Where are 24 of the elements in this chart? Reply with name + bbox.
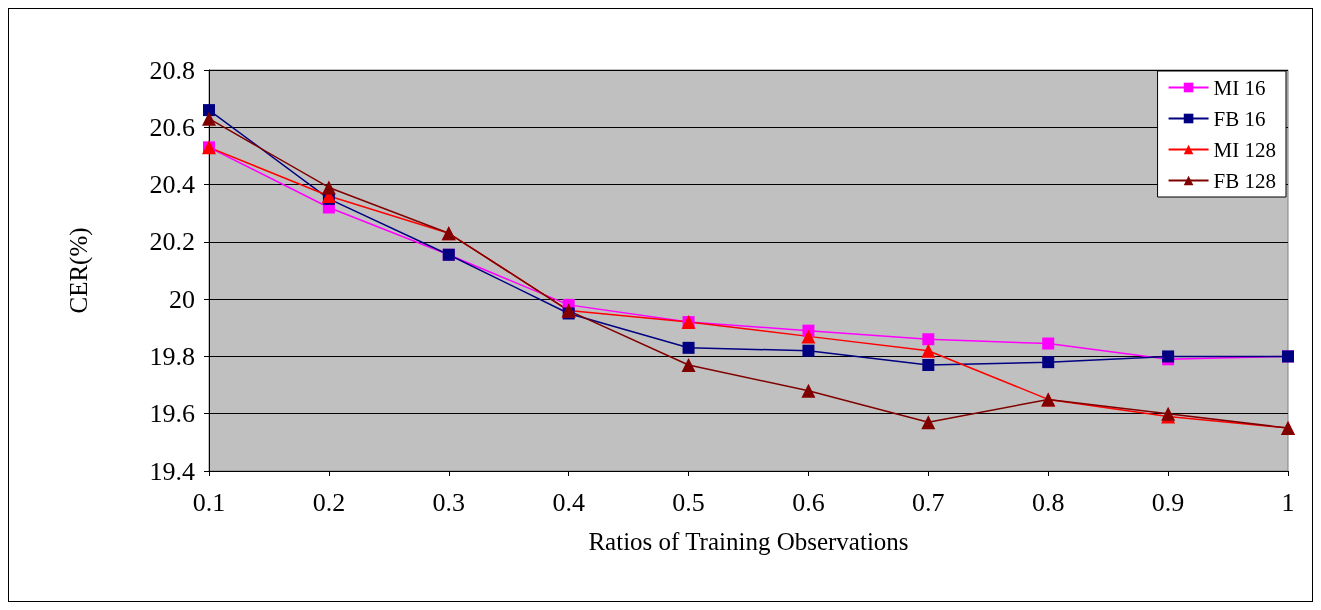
- y-tick-label: 20.6: [149, 112, 195, 142]
- x-tick-label: 0.7: [912, 487, 945, 517]
- x-tick-label: 1: [1281, 487, 1295, 517]
- y-tick-label: 20: [169, 284, 195, 314]
- legend-label: MI 16: [1213, 75, 1266, 100]
- y-tick-label: 20.8: [149, 55, 195, 85]
- y-tick-label: 19.6: [149, 399, 195, 429]
- x-tick-label: 0.5: [672, 487, 705, 517]
- x-tick-label: 0.3: [432, 487, 466, 517]
- x-axis-title: Ratios of Training Observations: [588, 528, 909, 555]
- x-tick-label: 0.8: [1031, 487, 1065, 517]
- x-tick-label: 0.1: [192, 487, 226, 517]
- y-tick-label: 20.4: [149, 170, 195, 200]
- y-tick-label: 19.4: [149, 456, 195, 486]
- x-tick-label: 0.9: [1151, 487, 1185, 517]
- legend-label: MI 128: [1213, 137, 1276, 162]
- y-tick-label: 20.2: [149, 227, 195, 257]
- y-axis-title: CER(%): [65, 227, 93, 314]
- x-tick-label: 0.2: [312, 487, 346, 517]
- legend-label: FB 128: [1213, 168, 1276, 193]
- legend-label: FB 16: [1213, 106, 1266, 131]
- x-tick-label: 0.4: [552, 487, 585, 517]
- x-tick-label: 0.6: [792, 487, 825, 517]
- y-tick-label: 19.8: [149, 341, 195, 371]
